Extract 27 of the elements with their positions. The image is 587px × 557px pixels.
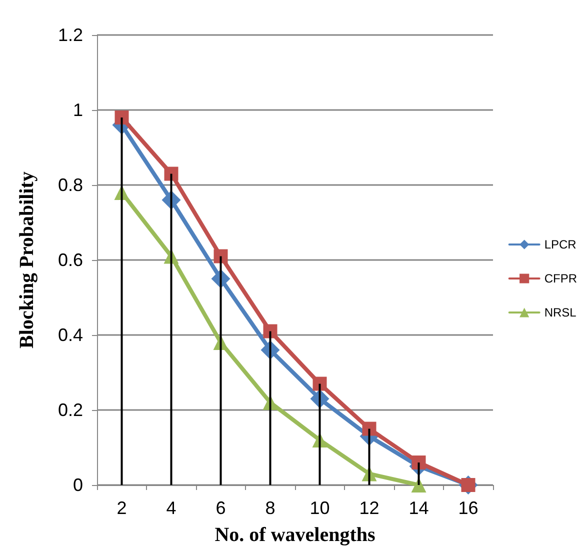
x-tick-label: 12: [359, 498, 380, 518]
y-tick-label: 0.4: [58, 325, 83, 345]
x-tick-label: 6: [216, 498, 226, 518]
y-tick-label: 1: [72, 100, 83, 120]
y-tick-label: 0.6: [58, 250, 83, 270]
x-tick-label: 16: [458, 498, 478, 518]
x-tick-label: 2: [116, 498, 127, 518]
y-axis-title: Blocking Probability: [16, 172, 38, 348]
point: [214, 249, 228, 264]
y-tick-label: 1.2: [58, 25, 83, 45]
point: [362, 422, 376, 436]
point: [114, 110, 129, 124]
legend-label: CFPR: [544, 272, 578, 286]
legend-label: NRSL: [544, 306, 577, 320]
x-tick-label: 14: [408, 498, 429, 518]
point: [312, 376, 327, 391]
y-tick-label: 0.2: [58, 400, 83, 420]
point: [412, 456, 426, 470]
y-tick-label: 0: [72, 475, 83, 495]
point: [263, 324, 278, 338]
x-tick-label: 8: [265, 498, 276, 518]
y-tick-label: 0.8: [58, 175, 83, 195]
x-tick-label: 10: [310, 498, 330, 518]
x-axis-title: No. of wavelengths: [214, 524, 376, 546]
legend-label: LPCR: [544, 238, 577, 252]
point: [164, 166, 178, 181]
x-tick-label: 4: [166, 498, 176, 518]
